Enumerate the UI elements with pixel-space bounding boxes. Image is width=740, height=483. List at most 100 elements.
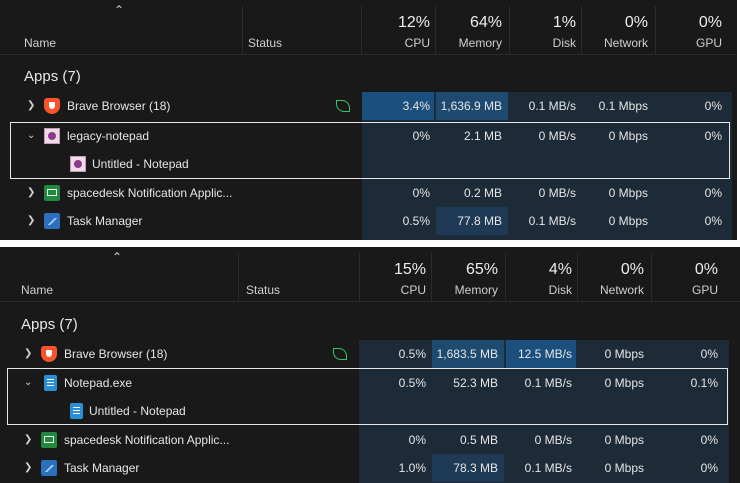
disk-total: 4%	[548, 261, 572, 278]
column-divider[interactable]	[435, 6, 436, 54]
process-name: Task Manager	[64, 461, 140, 475]
column-header-gpu[interactable]: GPU	[695, 36, 722, 50]
process-row-task-manager[interactable]: ❯ Task Manager 0.5% 77.8 MB 0.1 MB/s 0 M…	[0, 207, 737, 235]
memory-value: 1,636.9 MB	[440, 99, 502, 113]
column-header-memory[interactable]: Memory	[458, 36, 502, 50]
gpu-total: 0%	[698, 14, 722, 31]
disk-value: 0 MB/s	[538, 129, 576, 143]
chevron-right-icon[interactable]: ❯	[24, 434, 33, 445]
column-header-cpu[interactable]: CPU	[404, 36, 430, 50]
chevron-right-icon[interactable]: ❯	[27, 187, 36, 198]
column-divider[interactable]	[655, 6, 656, 54]
network-total: 0%	[624, 14, 648, 31]
cpu-value: 0.5%	[398, 347, 426, 361]
column-header-name[interactable]: Name	[21, 283, 54, 297]
memory-value: 78.3 MB	[453, 461, 498, 475]
cpu-value: 1.0%	[398, 461, 426, 475]
chevron-right-icon[interactable]: ❯	[24, 462, 33, 473]
column-header-name[interactable]: Name	[24, 36, 57, 50]
network-value: 0 Mbps	[604, 461, 644, 475]
column-divider[interactable]	[651, 253, 652, 301]
brave-icon	[41, 346, 57, 362]
gpu-value: 0%	[704, 129, 722, 143]
column-header-disk[interactable]: Disk	[552, 36, 576, 50]
process-row-legacy-notepad[interactable]: ⌄ legacy-notepad 0% 2.1 MB 0 MB/s 0 Mbps…	[0, 122, 737, 150]
notepad-icon	[70, 403, 83, 419]
process-row-spacedesk[interactable]: ❯ spacedesk Notification Applic... 0% 0.…	[0, 426, 740, 454]
sort-up-icon[interactable]: ⌃	[114, 3, 125, 17]
chevron-down-icon[interactable]: ⌄	[24, 377, 33, 388]
column-divider[interactable]	[359, 253, 360, 301]
selection-highlight	[10, 122, 730, 179]
eco-leaf-icon	[336, 100, 350, 112]
cpu-heat	[362, 92, 434, 120]
notepad-icon	[44, 375, 57, 391]
spacedesk-icon	[41, 432, 57, 448]
process-name: Notepad.exe	[64, 376, 133, 390]
disk-value: 0 MB/s	[538, 186, 576, 200]
column-header-status[interactable]: Status	[246, 283, 281, 297]
process-row-spacedesk[interactable]: ❯ spacedesk Notification Applic... 0% 0.…	[0, 179, 737, 207]
network-value: 0.1 Mbps	[598, 99, 648, 113]
brave-icon	[44, 98, 60, 114]
column-divider[interactable]	[581, 6, 582, 54]
window-name: Untitled - Notepad	[89, 404, 186, 418]
memory-value: 77.8 MB	[457, 214, 502, 228]
process-row-notepad-exe[interactable]: ⌄ Notepad.exe 0.5% 52.3 MB 0.1 MB/s 0 Mb…	[0, 369, 740, 397]
column-divider[interactable]	[431, 253, 432, 301]
child-row-untitled-notepad[interactable]: Untitled - Notepad	[0, 397, 740, 425]
selection-highlight	[7, 368, 728, 425]
column-header-cpu[interactable]: CPU	[400, 283, 426, 297]
process-row-brave[interactable]: ❯ Brave Browser (18) 3.4% 1,636.9 MB 0.1…	[0, 92, 737, 120]
cpu-value: 0%	[408, 433, 426, 447]
chevron-right-icon[interactable]: ❯	[27, 100, 36, 111]
network-total: 0%	[620, 261, 644, 278]
memory-heat	[436, 92, 508, 120]
process-name: Brave Browser (18)	[64, 347, 168, 361]
memory-heat	[436, 207, 508, 235]
gpu-value: 0.1%	[690, 376, 718, 390]
column-divider[interactable]	[238, 253, 239, 301]
child-row-untitled-notepad[interactable]: Untitled - Notepad	[0, 150, 737, 178]
chevron-down-icon[interactable]: ⌄	[27, 130, 36, 141]
disk-value: 0.1 MB/s	[524, 376, 572, 390]
column-divider[interactable]	[242, 6, 243, 54]
gpu-value: 0%	[704, 186, 722, 200]
window-name: Untitled - Notepad	[92, 157, 189, 171]
network-value: 0 Mbps	[608, 186, 648, 200]
gpu-value: 0%	[700, 347, 718, 361]
process-name: Brave Browser (18)	[67, 99, 171, 113]
column-header-gpu[interactable]: GPU	[691, 283, 718, 297]
sort-up-icon[interactable]: ⌃	[112, 250, 123, 264]
column-header-disk[interactable]: Disk	[548, 283, 572, 297]
chevron-right-icon[interactable]: ❯	[24, 348, 33, 359]
column-header-network[interactable]: Network	[603, 36, 648, 50]
process-name: legacy-notepad	[67, 129, 150, 143]
cpu-value: 0%	[412, 186, 430, 200]
header-divider	[0, 301, 740, 302]
column-divider[interactable]	[577, 253, 578, 301]
task-manager-icon	[41, 460, 57, 476]
process-row-brave[interactable]: ❯ Brave Browser (18) 0.5% 1,683.5 MB 12.…	[0, 340, 740, 368]
header-divider	[0, 54, 737, 55]
network-value: 0 Mbps	[604, 433, 644, 447]
network-value: 0 Mbps	[604, 347, 644, 361]
column-divider[interactable]	[509, 6, 510, 54]
gpu-value: 0%	[704, 99, 722, 113]
memory-total: 65%	[465, 261, 498, 278]
column-header-memory[interactable]: Memory	[454, 283, 498, 297]
process-name: spacedesk Notification Applic...	[67, 186, 233, 200]
column-header-status[interactable]: Status	[248, 36, 283, 50]
chevron-right-icon[interactable]: ❯	[27, 215, 36, 226]
cpu-value: 3.4%	[402, 99, 430, 113]
process-name: spacedesk Notification Applic...	[64, 433, 230, 447]
column-divider[interactable]	[505, 253, 506, 301]
column-divider[interactable]	[361, 6, 362, 54]
cpu-value: 0.5%	[398, 376, 426, 390]
disk-value: 0.1 MB/s	[528, 99, 576, 113]
eco-leaf-icon	[333, 348, 347, 360]
column-header-network[interactable]: Network	[599, 283, 644, 297]
memory-value: 1,683.5 MB	[436, 347, 498, 361]
process-row-task-manager[interactable]: ❯ Task Manager 1.0% 78.3 MB 0.1 MB/s 0 M…	[0, 454, 740, 482]
task-manager-panel-top: ⌃ Name Status 12% CPU 64% Memory 1% Disk…	[0, 0, 737, 240]
